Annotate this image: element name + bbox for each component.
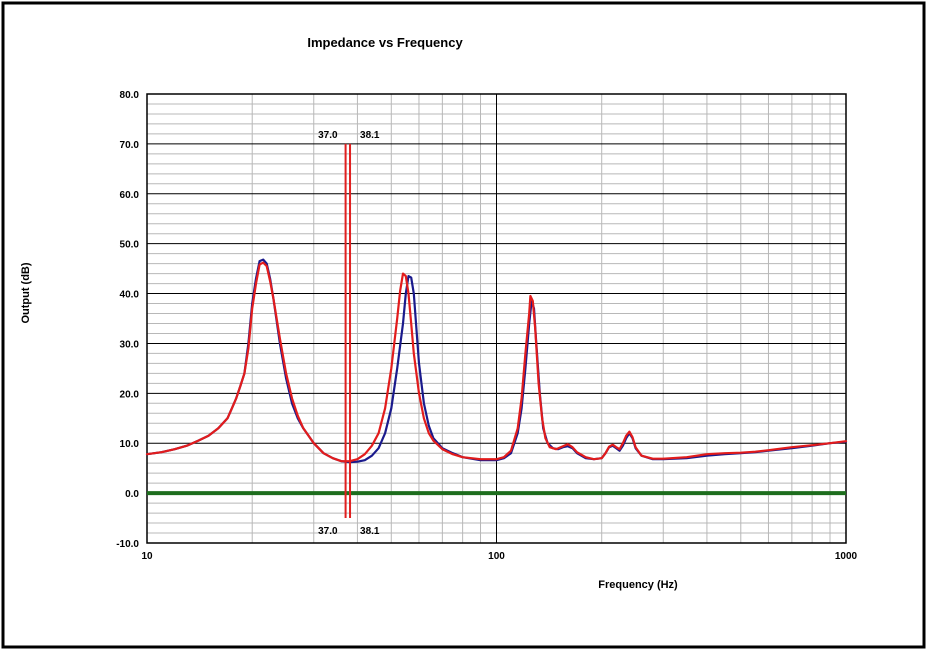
marker-label-top: 37.0 <box>318 130 338 141</box>
y-tick-label: 70.0 <box>120 140 140 151</box>
y-tick-label: 0.0 <box>125 489 139 500</box>
cursor-markers: 37.0 37.0 38.1 38.1 <box>318 130 380 537</box>
chart-title: Impedance vs Frequency <box>307 35 463 50</box>
axes: -10.0 0.0 10.0 20.0 30.0 40.0 50.0 60.0 70.0 80.0… <box>116 90 857 562</box>
x-axis-label: Frequency (Hz) <box>598 579 678 591</box>
series-layer <box>145 258 848 464</box>
y-tick-label: 80.0 <box>120 90 140 101</box>
marker-label-bottom: 38.1 <box>360 526 380 537</box>
grid <box>146 93 847 544</box>
x-tick-label: 10 <box>141 551 153 562</box>
x-tick-label: 1000 <box>835 551 858 562</box>
x-tick-label: 100 <box>488 551 505 562</box>
plot-frame <box>146 93 847 544</box>
y-tick-label: -10.0 <box>116 539 139 550</box>
y-tick-label: 30.0 <box>120 339 140 350</box>
y-tick-label: 10.0 <box>120 439 140 450</box>
y-tick-label: 60.0 <box>120 190 140 201</box>
y-tick-label: 50.0 <box>120 240 140 251</box>
y-axis-label: Output (dB) <box>20 262 32 323</box>
marker-label-top: 38.1 <box>360 130 380 141</box>
y-tick-label: 40.0 <box>120 290 140 301</box>
marker-label-bottom: 37.0 <box>318 526 338 537</box>
y-tick-label: 20.0 <box>120 389 140 400</box>
series-line-2 <box>145 261 848 463</box>
